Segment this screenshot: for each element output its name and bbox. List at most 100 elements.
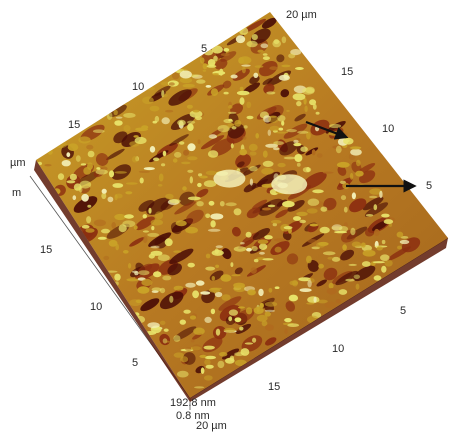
- surface-ridge: [207, 150, 219, 158]
- surface-ridge: [150, 245, 160, 249]
- surface-ridge: [219, 68, 224, 76]
- surface-ridge: [361, 242, 366, 248]
- surface-ridge: [108, 239, 118, 247]
- surface-ridge: [351, 192, 356, 200]
- surface-ridge: [93, 219, 106, 227]
- surface-ridge: [284, 328, 288, 335]
- surface-ridge: [259, 251, 265, 255]
- surface-ridge: [134, 136, 147, 145]
- surface-ridge: [101, 188, 107, 194]
- surface-ridge: [204, 359, 211, 366]
- surface-ridge: [154, 211, 164, 220]
- arrow-upper: [305, 120, 349, 140]
- tick-left-10: 10: [90, 301, 103, 313]
- surface-ridge: [78, 136, 91, 144]
- surface-ridge: [240, 348, 250, 356]
- surface-pit: [242, 82, 261, 94]
- surface-ridge: [225, 202, 237, 207]
- surface-ridge: [210, 308, 216, 315]
- surface-ridge: [173, 250, 182, 253]
- surface-ridge: [340, 195, 347, 201]
- surface-ridge: [81, 193, 89, 202]
- surface-ridge: [172, 158, 178, 163]
- surface-ridge: [163, 328, 169, 332]
- surface-ridge: [114, 120, 123, 126]
- tick-back-right-5b: 5: [426, 180, 433, 192]
- surface-ridge: [254, 65, 264, 68]
- surface-ridge: [281, 120, 285, 126]
- surface-ridge: [320, 206, 328, 212]
- surface-ridge: [114, 171, 127, 174]
- tick-front-10: 10: [332, 343, 345, 355]
- surface-pit: [302, 171, 327, 190]
- surface-ridge: [256, 314, 268, 322]
- surface-ridge: [355, 170, 364, 177]
- surface-ridge: [349, 146, 361, 150]
- surface-ridge: [185, 282, 196, 288]
- tick-back-left-15: 15: [68, 119, 81, 131]
- tick-left-um: µm: [10, 157, 26, 169]
- surface-ridge: [61, 160, 71, 167]
- surface-ridge: [239, 97, 245, 105]
- surface-ridge: [125, 182, 138, 185]
- surface-ridge: [268, 287, 273, 293]
- surface-ridge: [198, 173, 203, 177]
- surface-pit: [249, 75, 260, 84]
- surface-ridge: [286, 129, 297, 133]
- surface-ridge: [238, 306, 245, 309]
- surface-pit: [174, 201, 196, 215]
- surface-ridge: [144, 86, 155, 91]
- surface-ridge: [396, 231, 404, 238]
- surface-ridge: [182, 186, 187, 191]
- surface-pit: [307, 260, 319, 272]
- surface-ridge: [187, 123, 194, 131]
- surface-ridge: [250, 267, 257, 274]
- surface-ridge: [388, 223, 393, 227]
- surface-ridge: [234, 359, 247, 366]
- surface-pit: [364, 202, 389, 217]
- tick-front-5: 5: [400, 305, 407, 317]
- surface-ridge: [115, 243, 119, 251]
- surface-ridge: [306, 208, 318, 214]
- surface-ridge: [361, 261, 371, 267]
- surface-ridge: [137, 286, 150, 294]
- surface-ridge: [233, 282, 246, 289]
- surface-ridge: [373, 204, 378, 211]
- surface-pit: [265, 337, 277, 346]
- surface-ridge: [66, 180, 76, 184]
- surface-ridge: [356, 159, 361, 167]
- surface-ridge: [298, 277, 311, 282]
- surface-ridge: [79, 180, 92, 189]
- surface-ridge: [194, 386, 205, 389]
- surface-ridge: [272, 39, 282, 48]
- surface-ridge: [139, 177, 144, 184]
- surface-pit: [236, 161, 245, 168]
- surface-pit: [261, 17, 277, 29]
- surface-ridge: [311, 149, 316, 156]
- surface-ridge: [309, 223, 319, 227]
- surface-ridge: [142, 230, 149, 233]
- surface-ridge: [246, 115, 254, 120]
- surface-ridge: [383, 219, 394, 225]
- surface-pit: [279, 141, 298, 156]
- surface-ridge: [97, 236, 107, 240]
- surface-ridge: [108, 170, 115, 178]
- surface-ridge: [165, 109, 174, 113]
- surface-ridge: [135, 299, 142, 304]
- surface-ridge: [203, 180, 217, 188]
- surface-ridge: [339, 226, 349, 232]
- surface-ridge: [231, 126, 237, 130]
- surface-ridge: [296, 101, 302, 107]
- surface-pit: [275, 209, 289, 219]
- surface-pit: [138, 200, 155, 212]
- surface-ridge: [158, 184, 163, 187]
- surface-ridge: [183, 149, 190, 156]
- surface-ridge: [239, 27, 249, 35]
- surface-ridge: [261, 320, 268, 327]
- surface-ridge: [307, 239, 317, 243]
- surface-ridge: [343, 222, 348, 228]
- surface-ridge: [86, 144, 94, 150]
- surface-ridge: [257, 49, 264, 53]
- surface-ridge: [78, 186, 83, 193]
- surface-ridge: [210, 88, 219, 96]
